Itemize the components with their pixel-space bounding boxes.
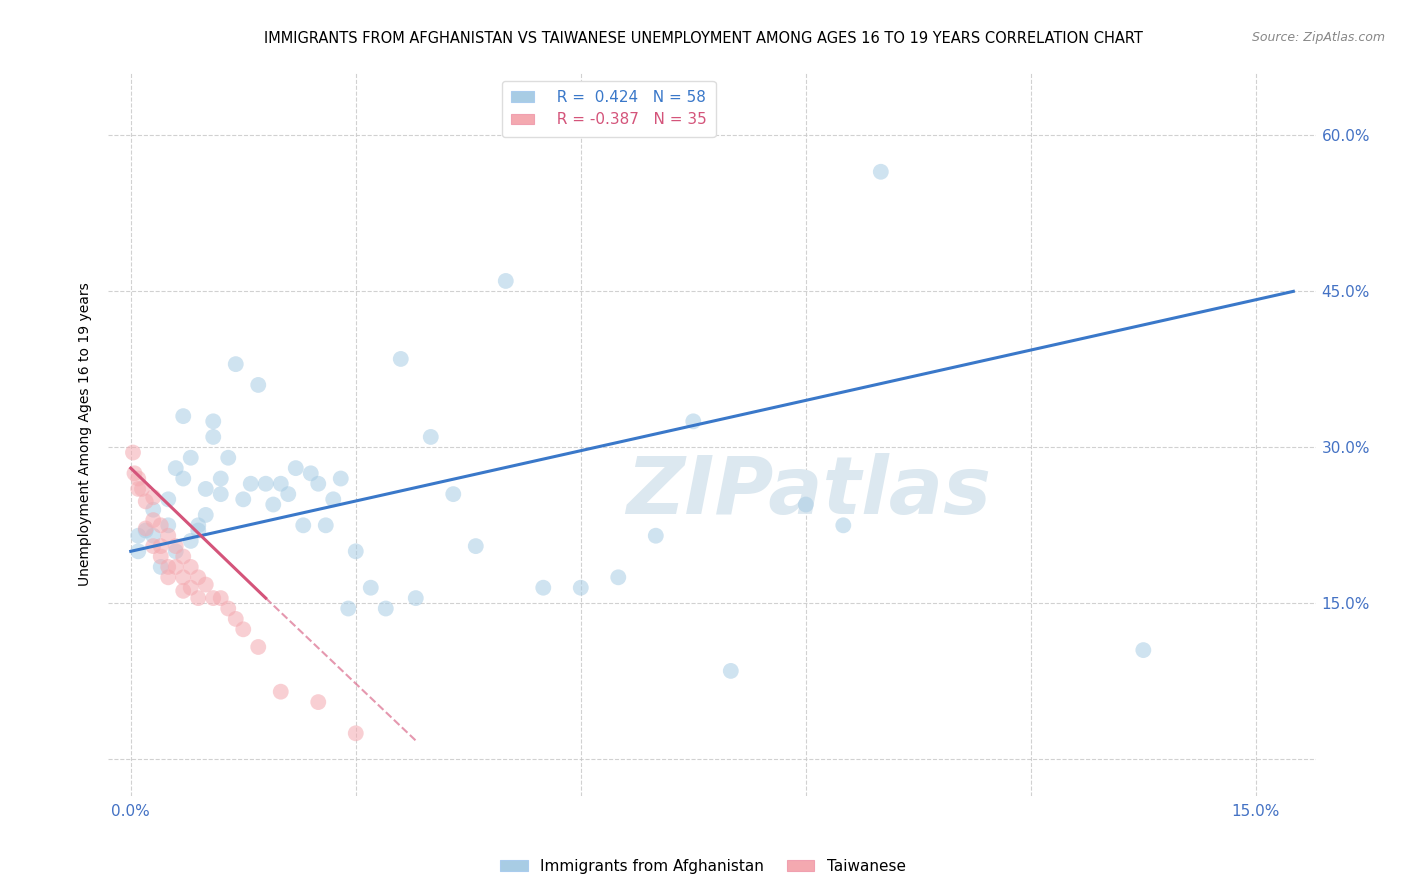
Point	[157, 492, 180, 507]
Point	[307, 476, 329, 491]
Point	[495, 274, 517, 288]
Point	[127, 544, 149, 558]
Point	[202, 591, 225, 606]
Point	[149, 560, 172, 574]
Point	[157, 529, 180, 543]
Point	[135, 494, 157, 508]
Point	[720, 664, 742, 678]
Point	[165, 560, 187, 574]
Point	[122, 445, 145, 459]
Point	[165, 544, 187, 558]
Point	[644, 529, 666, 543]
Point	[389, 351, 412, 366]
Point	[374, 601, 396, 615]
Point	[135, 521, 157, 535]
Point	[194, 482, 217, 496]
Point	[329, 471, 352, 485]
Point	[135, 524, 157, 538]
Point	[315, 518, 337, 533]
Point	[165, 539, 187, 553]
Point	[127, 471, 149, 485]
Point	[254, 476, 277, 491]
Point	[142, 490, 165, 504]
Point	[337, 601, 360, 615]
Point	[217, 601, 239, 615]
Point	[284, 461, 307, 475]
Point	[232, 492, 254, 507]
Text: Source: ZipAtlas.com: Source: ZipAtlas.com	[1251, 31, 1385, 45]
Point	[180, 533, 202, 548]
Point	[344, 544, 367, 558]
Point	[172, 583, 194, 598]
Point	[157, 518, 180, 533]
Point	[149, 549, 172, 564]
Point	[202, 430, 225, 444]
Point	[270, 684, 292, 698]
Point	[157, 570, 180, 584]
Point	[441, 487, 464, 501]
Point	[187, 524, 209, 538]
Point	[124, 467, 146, 481]
Point	[172, 570, 194, 584]
Point	[142, 513, 165, 527]
Point	[607, 570, 630, 584]
Point	[131, 482, 153, 496]
Point	[270, 476, 292, 491]
Point	[682, 414, 704, 428]
Legend: Immigrants from Afghanistan, Taiwanese: Immigrants from Afghanistan, Taiwanese	[495, 853, 911, 880]
Point	[225, 357, 247, 371]
Point	[202, 414, 225, 428]
Point	[405, 591, 427, 606]
Point	[180, 581, 202, 595]
Point	[307, 695, 329, 709]
Point	[360, 581, 382, 595]
Point	[149, 539, 172, 553]
Point	[247, 640, 270, 654]
Text: ZIPatlas: ZIPatlas	[626, 453, 991, 531]
Point	[419, 430, 441, 444]
Point	[165, 461, 187, 475]
Point	[187, 518, 209, 533]
Point	[794, 498, 817, 512]
Point	[225, 612, 247, 626]
Point	[172, 549, 194, 564]
Point	[344, 726, 367, 740]
Point	[209, 471, 232, 485]
Point	[142, 539, 165, 553]
Point	[569, 581, 592, 595]
Point	[142, 529, 165, 543]
Y-axis label: Unemployment Among Ages 16 to 19 years: Unemployment Among Ages 16 to 19 years	[79, 283, 93, 586]
Point	[157, 560, 180, 574]
Point	[239, 476, 262, 491]
Point	[149, 518, 172, 533]
Point	[172, 471, 194, 485]
Point	[180, 450, 202, 465]
Legend:   R =  0.424   N = 58,   R = -0.387   N = 35: R = 0.424 N = 58, R = -0.387 N = 35	[502, 80, 716, 136]
Point	[209, 591, 232, 606]
Point	[142, 502, 165, 516]
Point	[217, 450, 239, 465]
Text: IMMIGRANTS FROM AFGHANISTAN VS TAIWANESE UNEMPLOYMENT AMONG AGES 16 TO 19 YEARS : IMMIGRANTS FROM AFGHANISTAN VS TAIWANESE…	[263, 31, 1143, 46]
Point	[172, 409, 194, 424]
Point	[194, 577, 217, 591]
Point	[292, 518, 315, 533]
Point	[262, 498, 284, 512]
Point	[194, 508, 217, 522]
Point	[247, 378, 270, 392]
Point	[127, 482, 149, 496]
Point	[531, 581, 554, 595]
Point	[1132, 643, 1154, 657]
Point	[180, 560, 202, 574]
Point	[127, 529, 149, 543]
Point	[209, 487, 232, 501]
Point	[464, 539, 486, 553]
Point	[232, 623, 254, 637]
Point	[832, 518, 855, 533]
Point	[869, 165, 891, 179]
Point	[187, 591, 209, 606]
Point	[277, 487, 299, 501]
Point	[322, 492, 344, 507]
Point	[299, 467, 322, 481]
Point	[187, 570, 209, 584]
